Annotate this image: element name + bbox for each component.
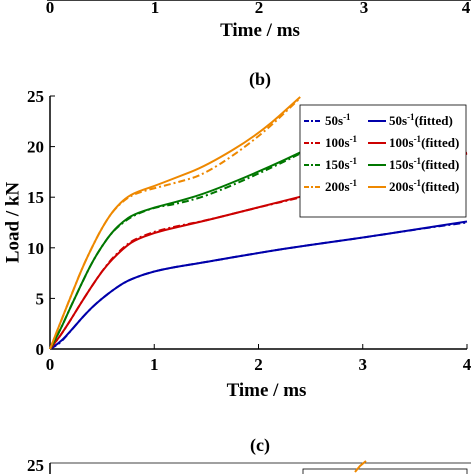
legend-superscript: -1 — [350, 134, 358, 144]
top-x-tick-label: 3 — [360, 0, 369, 17]
legend-name: 100s — [389, 135, 414, 150]
x-tick-label: 4 — [463, 355, 472, 374]
y-axis-title: Load / kN — [2, 182, 23, 264]
x-tick-label: 1 — [150, 355, 159, 374]
y-tick-label: 20 — [27, 138, 44, 157]
top-panel: 0 1 2 3 4 Time / ms — [46, 0, 471, 41]
x-tick-label: 2 — [254, 355, 263, 374]
legend-entry: 150s-1 — [325, 156, 358, 172]
y-tick-label: 10 — [27, 239, 44, 258]
panel-c: (c) 25 — [27, 435, 471, 474]
legend-entry: 100s-1 — [325, 134, 358, 150]
x-tick-label: 3 — [359, 355, 368, 374]
legend-name: 50s — [325, 113, 343, 128]
legend-entry: 50s-1(fitted) — [389, 112, 453, 128]
legend-superscript: -1 — [414, 156, 422, 166]
legend-name: 100s — [325, 135, 350, 150]
legend-entry: 150s-1(fitted) — [389, 156, 459, 172]
legend-suffix: (fitted) — [421, 179, 459, 194]
legend-name: 150s — [325, 157, 350, 172]
panel-c-orange-curve — [354, 460, 367, 473]
axes — [49, 95, 468, 350]
top-x-tick-label: 4 — [462, 0, 471, 17]
panel-b-label: (b) — [249, 69, 271, 90]
panel-c-label: (c) — [250, 435, 270, 456]
panel-c-legend-box — [302, 468, 468, 474]
series-line-1 — [49, 220, 468, 350]
legend-superscript: -1 — [407, 112, 415, 122]
legend-name: 200s — [325, 179, 350, 194]
y-tick-label: 5 — [36, 289, 45, 308]
legend-superscript: -1 — [350, 178, 358, 188]
legend-suffix: (fitted) — [415, 113, 453, 128]
top-x-tick-label: 2 — [255, 0, 264, 17]
top-x-tick-label: 1 — [151, 0, 160, 17]
legend: 50s-1 50s-1(fitted)100s-1 100s-1(fitted)15… — [299, 104, 467, 218]
y-tick-label: 15 — [27, 188, 44, 207]
tick-labels: 0 1 2 3 4 0 5 10 15 20 25 — [27, 87, 472, 374]
series-line-7 — [49, 96, 301, 350]
top-x-tick-label: 0 — [46, 0, 55, 17]
legend-entry: 200s-1(fitted) — [389, 178, 459, 194]
legend-superscript: -1 — [414, 134, 422, 144]
legend-box — [299, 104, 467, 218]
legend-entry: 100s-1(fitted) — [389, 134, 459, 150]
y-tick-label: 25 — [27, 87, 44, 106]
x-axis-title: Time / ms — [227, 380, 307, 401]
top-x-axis-title: Time / ms — [220, 20, 300, 41]
legend-superscript: -1 — [343, 112, 351, 122]
series-line-5 — [49, 110, 385, 350]
legend-name: 50s — [389, 113, 407, 128]
legend-name: 150s — [389, 157, 414, 172]
legend-superscript: -1 — [350, 156, 358, 166]
series-line-0 — [49, 221, 468, 350]
panel-c-y-tick-label: 25 — [27, 456, 44, 474]
x-tick-label: 0 — [46, 355, 55, 374]
legend-suffix: (fitted) — [421, 157, 459, 172]
legend-entry: 200s-1 — [325, 178, 358, 194]
legend-entry: 50s-1 — [325, 112, 351, 128]
legend-suffix: (fitted) — [421, 135, 459, 150]
legend-name: 200s — [389, 179, 414, 194]
y-tick-label: 0 — [36, 340, 45, 359]
legend-superscript: -1 — [414, 178, 422, 188]
